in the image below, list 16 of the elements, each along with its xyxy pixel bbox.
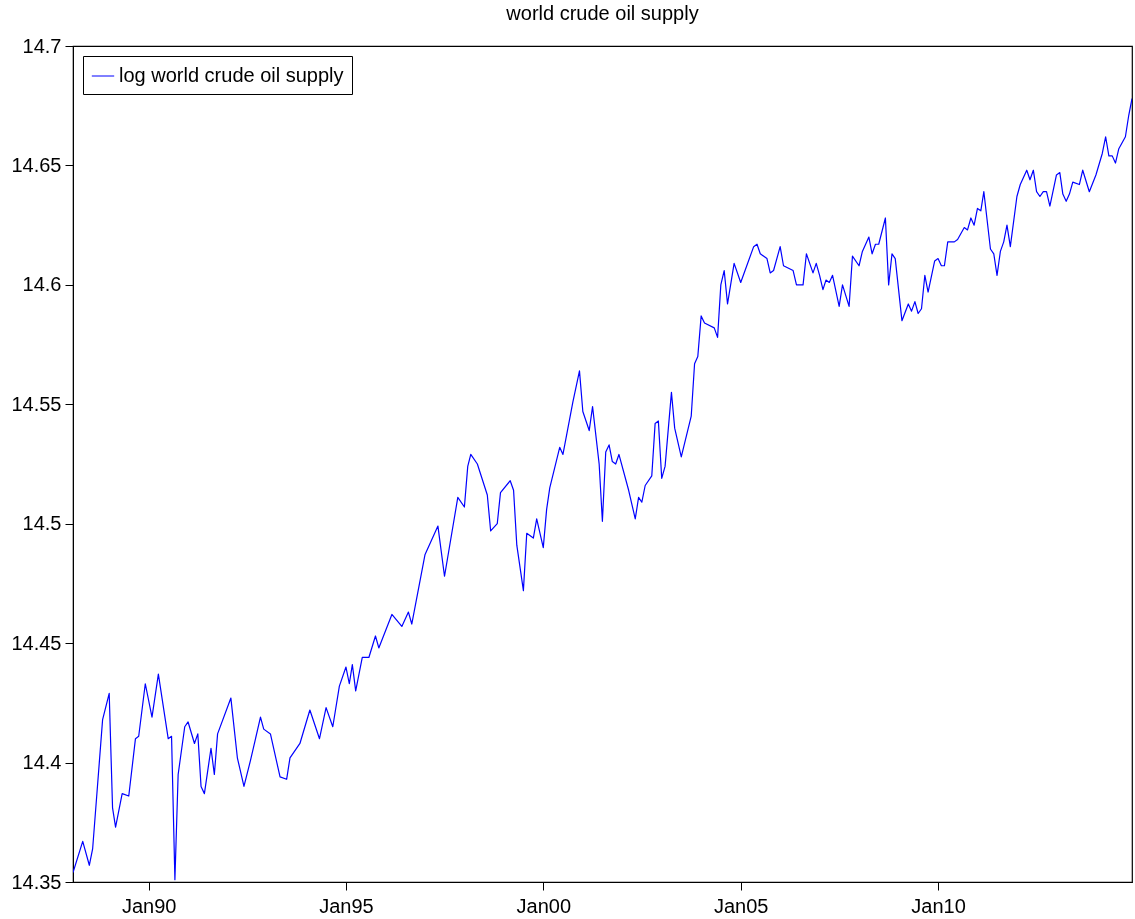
x-tick-label: Jan95: [319, 894, 374, 917]
y-tick-label: 14.35: [11, 870, 62, 893]
y-tick-label: 14.4: [22, 751, 62, 774]
chart-title: world crude oil supply: [505, 2, 699, 24]
x-tick-label: Jan00: [516, 894, 572, 917]
y-tick-label: 14.5: [22, 512, 62, 535]
y-tick-label: 14.6: [22, 273, 62, 296]
x-tick-label: Jan10: [911, 894, 966, 917]
legend-label: log world crude oil supply: [119, 64, 344, 86]
y-tick-label: 14.45: [11, 631, 62, 654]
y-tick-label: 14.65: [11, 153, 62, 176]
line-series: [73, 97, 1132, 881]
y-tick-label: 14.7: [22, 34, 62, 57]
y-tick-label: 14.55: [11, 392, 62, 415]
x-tick-label: Jan05: [713, 894, 769, 917]
x-tick-label: Jan90: [121, 894, 177, 917]
